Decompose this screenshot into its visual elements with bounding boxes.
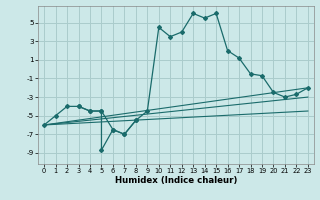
X-axis label: Humidex (Indice chaleur): Humidex (Indice chaleur) (115, 176, 237, 185)
